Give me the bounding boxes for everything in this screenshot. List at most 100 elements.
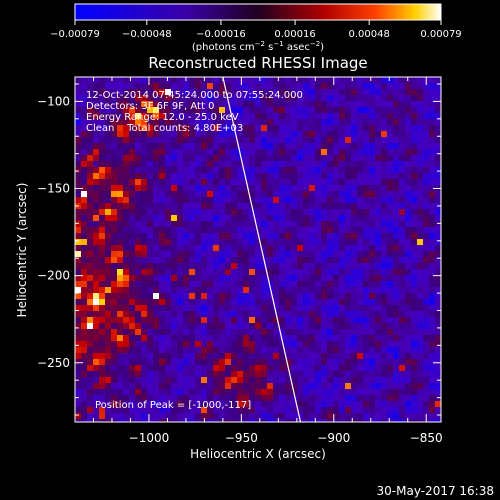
heatmap-cell	[93, 131, 100, 138]
heatmap-cell	[123, 251, 130, 258]
heatmap-cell	[243, 233, 250, 240]
heatmap-cell	[105, 281, 112, 288]
heatmap-cell	[291, 269, 298, 276]
heatmap-cell	[327, 401, 334, 408]
heatmap-cell	[435, 95, 441, 102]
heatmap-cell	[339, 377, 346, 384]
heatmap-cell	[171, 95, 178, 102]
heatmap-cell	[291, 335, 298, 342]
heatmap-cell	[369, 329, 376, 336]
heatmap-cell	[165, 299, 172, 306]
heatmap-cell	[375, 239, 382, 246]
heatmap-cell	[291, 221, 298, 228]
heatmap-cell	[369, 287, 376, 294]
heatmap-cell	[345, 371, 352, 378]
heatmap-cell	[381, 83, 388, 90]
heatmap-cell	[291, 359, 298, 366]
heatmap-cell	[279, 353, 286, 360]
heatmap-cell	[411, 197, 418, 204]
heatmap-cell	[351, 185, 358, 192]
heatmap-cell	[243, 389, 250, 396]
heatmap-cell	[195, 161, 202, 168]
heatmap-cell	[387, 107, 394, 114]
heatmap-cell	[351, 299, 358, 306]
heatmap-cell	[375, 341, 382, 348]
heatmap-cell	[249, 191, 256, 198]
heatmap-cell	[159, 359, 166, 366]
heatmap-cell	[231, 203, 238, 210]
heatmap-cell	[363, 341, 370, 348]
heatmap-cell	[123, 287, 130, 294]
heatmap-cell	[237, 113, 244, 120]
heatmap-cell	[423, 263, 430, 270]
heatmap-cell	[111, 359, 118, 366]
heatmap-cell	[81, 119, 88, 126]
heatmap-cell	[375, 305, 382, 312]
heatmap-cell	[105, 329, 112, 336]
heatmap-cell	[267, 155, 274, 162]
heatmap-cell	[255, 251, 262, 258]
heatmap-cell	[303, 317, 310, 324]
heatmap-cell	[207, 233, 214, 240]
heatmap-cell	[435, 419, 441, 422]
heatmap-cell	[141, 401, 148, 408]
heatmap-cell	[351, 413, 358, 420]
heatmap-cell	[81, 269, 88, 276]
heatmap-cell	[189, 89, 196, 96]
heatmap-cell	[303, 329, 310, 336]
heatmap-cell	[351, 149, 358, 156]
heatmap-cell	[267, 221, 274, 228]
heatmap-cell	[351, 83, 358, 90]
heatmap-cell	[201, 353, 208, 360]
heatmap-cell	[333, 137, 340, 144]
heatmap-cell	[387, 131, 394, 138]
heatmap-cell	[183, 389, 190, 396]
heatmap-cell	[417, 269, 424, 276]
heatmap-cell	[339, 323, 346, 330]
heatmap-cell	[81, 89, 88, 96]
heatmap-cell	[363, 395, 370, 402]
heatmap-cell	[237, 299, 244, 306]
heatmap-cell	[381, 221, 388, 228]
heatmap-cell	[93, 389, 100, 396]
heatmap-cell	[417, 365, 424, 372]
heatmap-cell	[135, 101, 142, 108]
heatmap-cell	[231, 407, 238, 414]
heatmap-cell	[189, 257, 196, 264]
heatmap-cell	[375, 287, 382, 294]
heatmap-cell	[159, 137, 166, 144]
heatmap-cell	[183, 245, 190, 252]
heatmap-cell	[435, 191, 441, 198]
heatmap-cell	[219, 323, 226, 330]
heatmap-cell	[117, 305, 124, 312]
heatmap-cell	[147, 359, 154, 366]
heatmap-cell	[225, 359, 232, 366]
heatmap-cell	[357, 113, 364, 120]
heatmap-cell	[333, 143, 340, 150]
heatmap-cell	[207, 215, 214, 222]
heatmap-cell	[363, 209, 370, 216]
heatmap-cell	[429, 167, 436, 174]
heatmap-cell	[291, 377, 298, 384]
heatmap-cell	[279, 317, 286, 324]
heatmap-cell	[333, 185, 340, 192]
heatmap-cell	[171, 347, 178, 354]
heatmap-cell	[153, 269, 160, 276]
heatmap-cell	[159, 329, 166, 336]
heatmap-cell	[111, 251, 118, 258]
heatmap-cell	[75, 383, 82, 390]
heatmap-cell	[405, 341, 412, 348]
heatmap-cell	[261, 107, 268, 114]
heatmap-cell	[111, 233, 118, 240]
heatmap-cell	[243, 155, 250, 162]
heatmap-cell	[285, 269, 292, 276]
heatmap-cell	[357, 401, 364, 408]
heatmap-cell	[243, 185, 250, 192]
heatmap-cell	[99, 77, 106, 84]
heatmap-cell	[351, 359, 358, 366]
heatmap-cell	[183, 377, 190, 384]
heatmap-cell	[225, 137, 232, 144]
heatmap-cell	[417, 227, 424, 234]
heatmap-cell	[327, 275, 334, 282]
heatmap-cell	[423, 149, 430, 156]
